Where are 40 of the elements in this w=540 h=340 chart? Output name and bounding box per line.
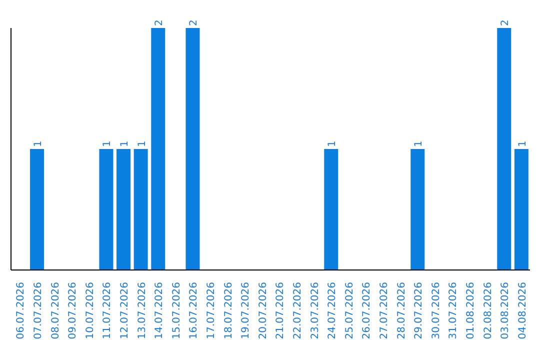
x-tick-label: 16.07.2026	[188, 282, 200, 340]
data-label: 1	[327, 140, 338, 147]
data-label: 1	[517, 140, 528, 147]
x-tick-label: 18.07.2026	[223, 282, 234, 340]
x-tick-label: 12.07.2026	[119, 282, 130, 340]
x-tick-label: 09.07.2026	[68, 282, 79, 340]
x-tick-label: 29.07.2026	[414, 282, 425, 340]
data-label: 1	[136, 140, 148, 147]
data-label: 2	[154, 20, 166, 26]
data-label: 2	[188, 20, 200, 26]
x-tick-label: 28.07.2026	[396, 282, 408, 340]
x-tick-label: 13.07.2026	[136, 282, 148, 340]
x-tick-label: 23.07.2026	[310, 282, 321, 340]
x-tick-label: 07.07.2026	[32, 282, 44, 340]
x-tick-label: 15.07.2026	[171, 282, 182, 340]
data-label: 1	[33, 140, 44, 147]
data-label: 2	[500, 20, 512, 26]
x-tick-label: 30.07.2026	[430, 282, 442, 340]
x-tick-label: 25.07.2026	[344, 282, 356, 340]
x-tick-label: 22.07.2026	[292, 282, 304, 340]
data-label: 1	[102, 140, 114, 147]
data-label: 1	[120, 140, 131, 147]
x-tick-label: 08.07.2026	[50, 282, 62, 340]
x-tick-label: 14.07.2026	[154, 282, 166, 340]
x-tick-label: 02.08.2026	[482, 282, 494, 340]
x-tick-label: 26.07.2026	[362, 282, 373, 340]
x-tick-label: 31.07.2026	[448, 282, 460, 340]
x-tick-label: 06.07.2026	[16, 282, 27, 340]
x-tick-label: 04.08.2026	[517, 282, 528, 340]
x-tick-label: 17.07.2026	[206, 282, 217, 340]
x-tick-label: 01.08.2026	[465, 282, 476, 340]
x-tick-label: 10.07.2026	[84, 282, 96, 340]
x-tick-label: 19.07.2026	[240, 282, 252, 340]
x-tick-label: 11.07.2026	[102, 282, 114, 340]
x-tick-label: 24.07.2026	[327, 282, 338, 340]
x-tick-label: 27.07.2026	[378, 282, 390, 340]
x-tick-label: 20.07.2026	[258, 282, 269, 340]
x-tick-label: 21.07.2026	[275, 282, 286, 340]
data-label: 1	[414, 140, 425, 147]
x-tick-label: 03.08.2026	[500, 282, 512, 340]
